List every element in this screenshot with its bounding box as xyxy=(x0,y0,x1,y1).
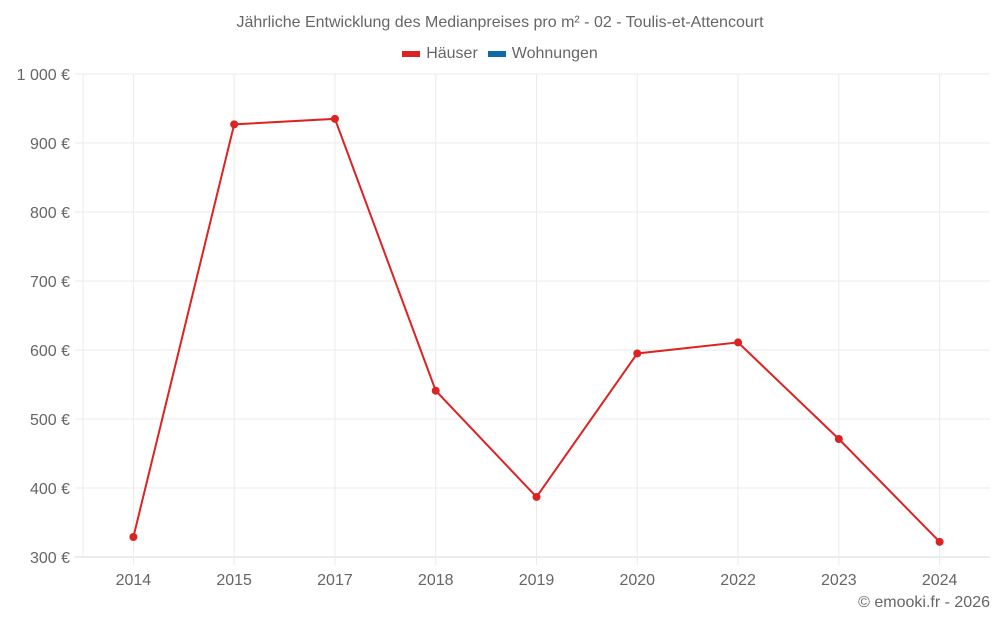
legend-swatch-wohnungen xyxy=(487,51,506,57)
x-tick-label: 2020 xyxy=(619,572,655,589)
data-point[interactable] xyxy=(834,435,843,444)
data-point[interactable] xyxy=(330,114,339,123)
y-tick-label: 900 € xyxy=(30,136,70,153)
legend-swatch-haeuser xyxy=(402,51,421,57)
chart-legend: Häuser Wohnungen xyxy=(0,45,1000,63)
y-tick-label: 400 € xyxy=(30,481,70,498)
data-point[interactable] xyxy=(431,386,440,395)
data-point[interactable] xyxy=(129,532,138,541)
copyright-credit: © emooki.fr - 2026 xyxy=(858,594,990,611)
data-point[interactable] xyxy=(230,120,239,129)
x-tick-label: 2015 xyxy=(216,572,252,589)
legend-label-wohnungen: Wohnungen xyxy=(511,45,598,62)
y-tick-label: 700 € xyxy=(30,274,70,291)
y-tick-label: 300 € xyxy=(30,550,70,567)
data-point[interactable] xyxy=(935,537,944,546)
x-tick-label: 2019 xyxy=(519,572,555,589)
y-tick-label: 600 € xyxy=(30,343,70,360)
legend-item-haeuser[interactable]: Häuser xyxy=(402,45,478,63)
x-tick-label: 2023 xyxy=(821,572,857,589)
data-point[interactable] xyxy=(633,349,642,358)
data-point[interactable] xyxy=(734,338,743,347)
x-tick-label: 2018 xyxy=(418,572,454,589)
y-tick-label: 1 000 € xyxy=(17,67,70,84)
y-tick-label: 800 € xyxy=(30,205,70,222)
x-tick-label: 2014 xyxy=(116,572,152,589)
data-point[interactable] xyxy=(532,492,541,501)
x-tick-label: 2017 xyxy=(317,572,353,589)
y-tick-label: 500 € xyxy=(30,412,70,429)
legend-item-wohnungen[interactable]: Wohnungen xyxy=(487,45,598,63)
legend-label-haeuser: Häuser xyxy=(426,45,478,62)
x-tick-label: 2022 xyxy=(720,572,756,589)
x-tick-label: 2024 xyxy=(922,572,958,589)
chart-title: Jährliche Entwicklung des Medianpreises … xyxy=(236,14,764,31)
